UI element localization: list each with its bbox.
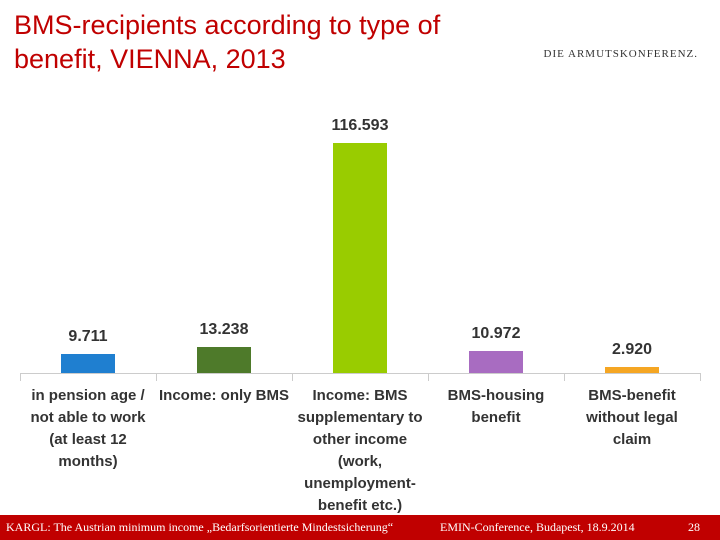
chart: 9.711 in pension age / not able to work (… bbox=[20, 117, 701, 514]
value-label: 10.972 bbox=[471, 325, 521, 343]
page-number: 28 bbox=[688, 520, 700, 534]
footer-left: KARGL: The Austrian minimum income „Beda… bbox=[6, 520, 394, 534]
x-tick-label: Income: only BMS bbox=[159, 387, 290, 404]
bar bbox=[469, 351, 523, 373]
value-label: 116.593 bbox=[331, 117, 389, 134]
footer: KARGL: The Austrian minimum income „Beda… bbox=[0, 515, 720, 540]
bar bbox=[333, 143, 387, 373]
bar bbox=[605, 367, 659, 373]
bar bbox=[197, 346, 251, 373]
x-axis bbox=[20, 373, 700, 374]
axis-divider bbox=[20, 373, 21, 381]
x-tick-label: Income: BMS supplementary to other incom… bbox=[297, 387, 423, 514]
axis-divider bbox=[700, 373, 701, 381]
axis-divider bbox=[428, 373, 429, 381]
axis-divider bbox=[292, 373, 293, 381]
chart-title: BMS-recipients according to type of bene… bbox=[14, 10, 441, 74]
axis-divider bbox=[156, 373, 157, 381]
x-tick-label: BMS-benefit without legal claim bbox=[586, 387, 678, 448]
x-tick-label: BMS-housing benefit bbox=[447, 387, 545, 426]
axis-divider bbox=[564, 373, 565, 381]
x-tick-label: in pension age / not able to work (at le… bbox=[30, 387, 146, 470]
footer-center: EMIN-Conference, Budapest, 18.9.2014 bbox=[440, 520, 635, 534]
value-label: 2.920 bbox=[611, 341, 653, 359]
bar bbox=[61, 353, 115, 373]
value-label: 13.238 bbox=[199, 320, 249, 338]
value-label: 9.711 bbox=[68, 327, 108, 345]
logo: DIE ARMUTSKONFERENZ. bbox=[543, 48, 698, 60]
